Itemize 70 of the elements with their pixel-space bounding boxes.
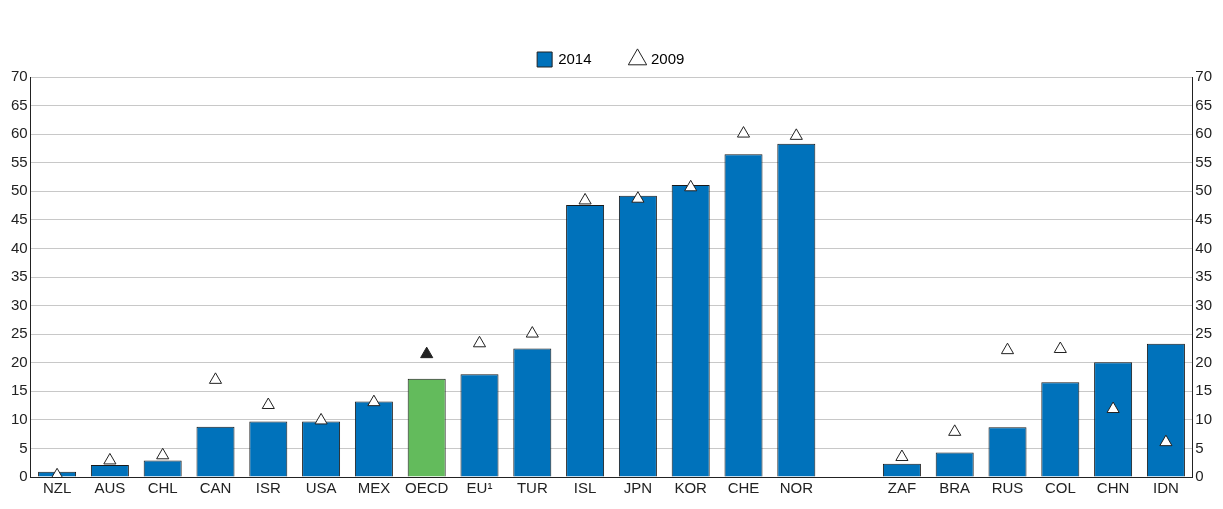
x-tick-label: CHE [727,479,760,497]
y2-tick-label: 5 [1195,438,1204,456]
point [948,424,962,436]
point [1159,434,1173,447]
x-tick-label: KOR [674,479,708,497]
legend-label: 2009 [651,49,685,67]
y2-tick-label: 0 [1195,467,1204,485]
x-tick-label: ISR [255,479,281,497]
y2-tick-label: 25 [1195,324,1212,342]
legend-label: 2014 [558,49,592,67]
x-tick-label: EU¹ [466,479,493,497]
x-tick-label: MEX [357,479,391,497]
y2-tick-label: 40 [1195,238,1212,256]
y-tick-label: 15 [11,381,28,399]
x-tick-label: NZL [42,479,72,497]
y-tick-label: 25 [11,324,28,342]
x-tick-label: TUR [516,479,548,497]
y2-tick-label: 50 [1195,181,1212,199]
point [208,372,223,384]
point [578,192,592,205]
y-tick-label: 60 [11,124,28,142]
y2-tick-label: 10 [1195,410,1212,427]
point [1106,401,1120,413]
point [789,128,803,140]
y2-tick-label: 35 [1195,267,1212,285]
y2-tick-label: 45 [1195,210,1212,227]
point [472,335,487,348]
x-tick-label: COL [1044,479,1076,497]
x-tick-label: RUS [991,479,1024,497]
x-tick-label: JPN [623,479,653,497]
y-tick-label: 10 [11,410,28,427]
point [420,346,434,359]
point [525,326,539,338]
point [631,191,645,203]
x-tick-label: ZAF [887,479,917,497]
y-tick-label: 50 [11,181,28,199]
x-tick-label: CAN [199,479,232,497]
point [367,394,381,407]
y-tick-label: 40 [11,238,28,256]
point [684,179,698,192]
x-tick-label: AUS [94,479,126,497]
x-tick-label: OECD [405,479,449,497]
point [156,447,170,460]
y-tick-label: 20 [11,352,28,370]
y2-tick-label: 20 [1195,352,1212,370]
y2-tick-label: 30 [1195,295,1212,313]
y-tick-label: 65 [11,95,28,113]
point [314,412,328,425]
y2-tick-label: 60 [1195,124,1212,142]
point [103,452,117,465]
x-tick-label: ISL [573,479,597,497]
y-tick-label: 70 [11,67,28,85]
x-tick-label: USA [305,479,337,497]
y-tick-label: 35 [11,267,28,285]
y-tick-label: 30 [11,295,28,313]
x-tick-label: IDN [1152,479,1179,497]
y2-tick-label: 15 [1195,381,1212,399]
y2-tick-label: 55 [1195,152,1212,170]
point [736,126,751,138]
y2-tick-label: 70 [1195,67,1212,85]
x-tick-label: NOR [779,479,814,497]
y-tick-label: 45 [11,210,28,227]
y-tick-label: 55 [11,152,28,170]
x-tick-label: CHL [147,479,178,497]
x-tick-label: BRA [939,479,971,497]
x-tick-label: CHN [1096,479,1130,497]
y-tick-label: 0 [19,467,28,485]
y2-tick-label: 65 [1195,95,1212,113]
y-tick-label: 5 [19,438,28,456]
point [1000,342,1015,355]
